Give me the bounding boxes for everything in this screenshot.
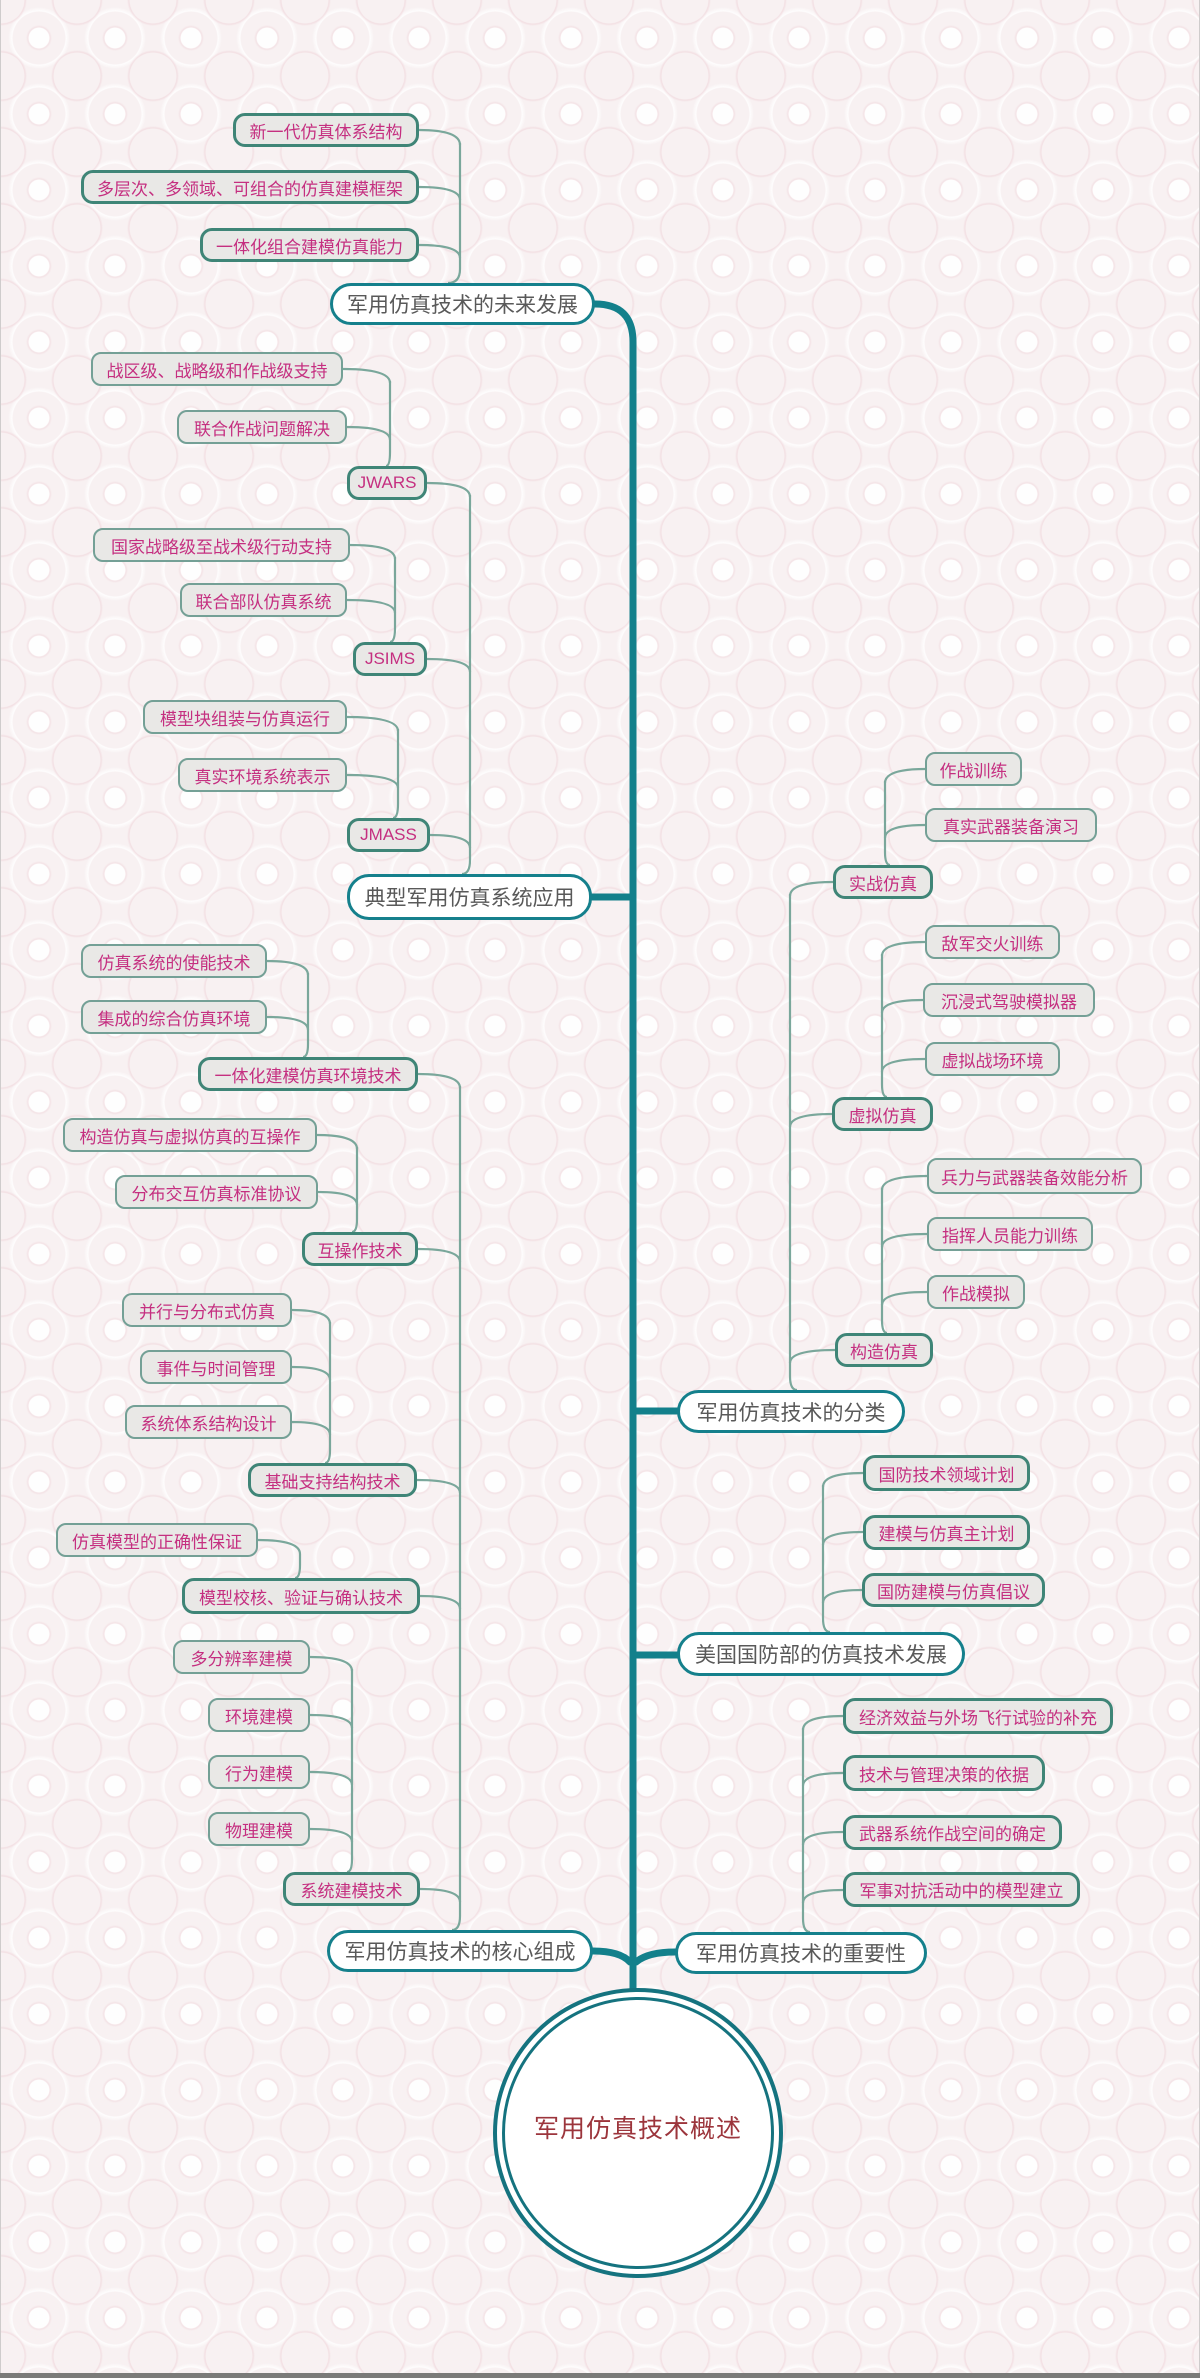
node-multi-resolution-modeling[interactable]: 多分辨率建模	[173, 1640, 310, 1674]
node-immersive-driving-simulator[interactable]: 沉浸式驾驶模拟器	[923, 983, 1095, 1017]
node-commander-capability-training[interactable]: 指挥人员能力训练	[927, 1217, 1093, 1251]
branch-importance[interactable]: 军用仿真技术的重要性	[675, 1932, 927, 1974]
branch-classification[interactable]: 军用仿真技术的分类	[677, 1390, 905, 1433]
node-joint-force-simulation-system[interactable]: 联合部队仿真系统	[180, 583, 347, 617]
node-virtual-simulation[interactable]: 虚拟仿真	[832, 1097, 933, 1131]
central-topic[interactable]: 军用仿真技术概述	[493, 1988, 783, 2278]
branch-future-development[interactable]: 军用仿真技术的未来发展	[330, 283, 595, 325]
node-jwars[interactable]: JWARS	[347, 466, 427, 500]
node-enemy-engagement-training[interactable]: 敌军交火训练	[925, 925, 1060, 959]
node-parallel-distributed-simulation[interactable]: 并行与分布式仿真	[122, 1293, 292, 1327]
node-model-block-assembly[interactable]: 模型块组装与仿真运行	[143, 700, 347, 734]
node-tech-management-decision-basis[interactable]: 技术与管理决策的依据	[843, 1755, 1045, 1791]
node-economic-benefit-flight-test-supplement[interactable]: 经济效益与外场飞行试验的补充	[843, 1698, 1113, 1734]
node-live-simulation[interactable]: 实战仿真	[833, 865, 933, 899]
branch-typical-systems[interactable]: 典型军用仿真系统应用	[347, 874, 592, 920]
node-system-architecture-design[interactable]: 系统体系结构设计	[125, 1405, 292, 1439]
node-combat-modeling[interactable]: 作战模拟	[927, 1275, 1025, 1309]
node-combat-training[interactable]: 作战训练	[925, 752, 1022, 786]
node-environment-modeling[interactable]: 环境建模	[208, 1698, 310, 1732]
node-interoperability-tech[interactable]: 互操作技术	[302, 1232, 418, 1266]
node-vv-and-a-tech[interactable]: 模型校核、验证与确认技术	[182, 1578, 420, 1614]
node-force-weapon-effectiveness-analysis[interactable]: 兵力与武器装备效能分析	[927, 1158, 1142, 1194]
bottom-bar	[0, 2373, 1200, 2378]
node-constructive-simulation[interactable]: 构造仿真	[835, 1333, 933, 1367]
node-jmass[interactable]: JMASS	[347, 818, 430, 852]
node-virtual-battlefield-environment[interactable]: 虚拟战场环境	[925, 1042, 1060, 1076]
node-behavior-modeling[interactable]: 行为建模	[208, 1755, 310, 1789]
node-system-modeling-tech[interactable]: 系统建模技术	[283, 1872, 420, 1906]
node-military-confrontation-model-building[interactable]: 军事对抗活动中的模型建立	[843, 1872, 1080, 1907]
node-jsims[interactable]: JSIMS	[353, 642, 427, 676]
node-infrastructure-support-tech[interactable]: 基础支持结构技术	[248, 1463, 417, 1497]
node-integrated-modeling-env-tech[interactable]: 一体化建模仿真环境技术	[198, 1057, 418, 1091]
node-theater-strategic-support[interactable]: 战区级、战略级和作战级支持	[91, 352, 343, 386]
node-constructive-virtual-interoperation[interactable]: 构造仿真与虚拟仿真的互操作	[63, 1118, 317, 1152]
central-topic-title: 军用仿真技术概述	[533, 2115, 742, 2143]
node-defense-tech-area-plan[interactable]: 国防技术领域计划	[863, 1455, 1030, 1491]
node-weapon-system-battlespace-determination[interactable]: 武器系统作战空间的确定	[843, 1815, 1062, 1850]
node-integrated-synthetic-environment[interactable]: 集成的综合仿真环境	[81, 1000, 267, 1034]
node-ms-master-plan[interactable]: 建模与仿真主计划	[863, 1515, 1030, 1550]
node-composable-framework[interactable]: 多层次、多领域、可组合的仿真建模框架	[81, 170, 419, 204]
node-real-environment-representation[interactable]: 真实环境系统表示	[178, 758, 347, 792]
branch-core-composition[interactable]: 军用仿真技术的核心组成	[327, 1930, 593, 1972]
node-national-to-tactical-support[interactable]: 国家战略级至战术级行动支持	[93, 528, 350, 562]
node-defense-ms-initiative[interactable]: 国防建模与仿真倡议	[862, 1573, 1045, 1607]
node-model-correctness-assurance[interactable]: 仿真模型的正确性保证	[56, 1523, 258, 1557]
node-next-gen-architecture[interactable]: 新一代仿真体系结构	[233, 113, 419, 147]
node-physics-modeling[interactable]: 物理建模	[208, 1812, 310, 1846]
branch-us-dod-development[interactable]: 美国国防部的仿真技术发展	[677, 1632, 965, 1676]
node-joint-operations-solving[interactable]: 联合作战问题解决	[177, 410, 347, 444]
node-real-weapon-exercise[interactable]: 真实武器装备演习	[925, 808, 1097, 842]
node-event-time-management[interactable]: 事件与时间管理	[140, 1350, 292, 1384]
node-simulation-enabling-tech[interactable]: 仿真系统的使能技术	[81, 944, 267, 978]
node-dis-standard-protocol[interactable]: 分布交互仿真标准协议	[115, 1175, 318, 1209]
node-integrated-composable-capability[interactable]: 一体化组合建模仿真能力	[200, 228, 419, 262]
